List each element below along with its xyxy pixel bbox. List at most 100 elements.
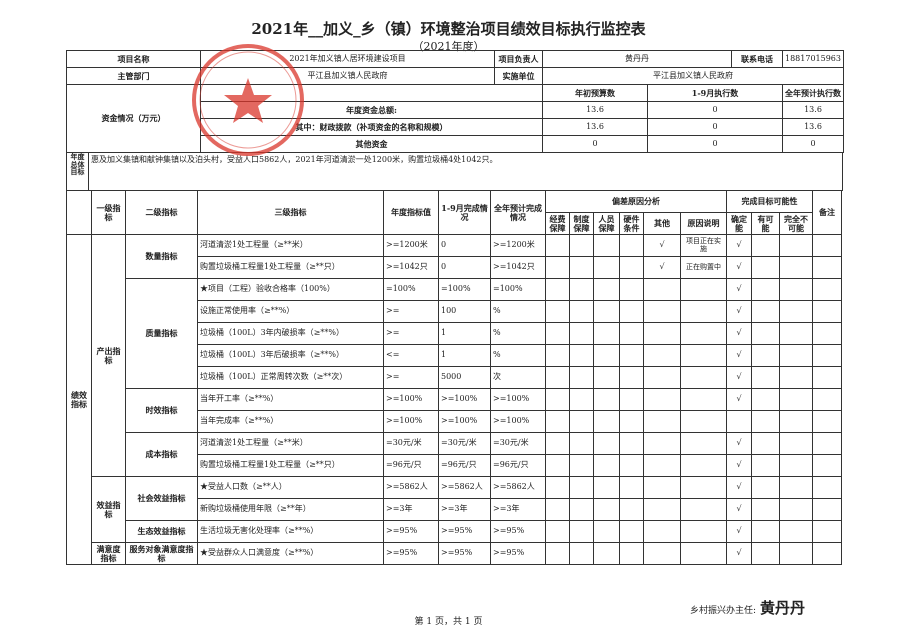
header-deviation: 偏差原因分析 bbox=[544, 190, 728, 213]
forecast-status: 次 bbox=[490, 366, 546, 389]
poss-maybe-cell bbox=[751, 454, 781, 477]
impl-label: 实施单位 bbox=[494, 67, 543, 85]
ytd-status: >=95% bbox=[438, 542, 491, 565]
poss-maybe-cell bbox=[751, 322, 781, 345]
annual-target: >=1042只 bbox=[383, 256, 439, 279]
level2-label: 服务对象满意度指标 bbox=[125, 542, 198, 565]
dev-reason: 正在购置中 bbox=[679, 256, 728, 279]
dept-row: 主管部门 平江县加义镇人民政府 实施单位 平江县加义镇人民政府 bbox=[66, 67, 844, 85]
level2-label: 数量指标 bbox=[125, 234, 198, 279]
dev-system-cell bbox=[569, 234, 594, 257]
dev-other-check bbox=[643, 432, 681, 455]
signature: 黄丹丹 bbox=[760, 599, 806, 617]
dev-other-check: √ bbox=[643, 234, 681, 257]
poss-impossible-cell bbox=[779, 454, 814, 477]
ytd-status: >=3年 bbox=[438, 498, 491, 521]
remark-cell bbox=[812, 476, 843, 499]
poss-sure-check: √ bbox=[726, 366, 753, 389]
level3-name: ★受益人口数（≥**人） bbox=[197, 476, 384, 499]
header-row-1: 一级指标 二级指标 三级指标 年度指标值 1-9月完成情况 全年预计完成情况 偏… bbox=[66, 190, 843, 235]
header-poss-impossible: 完全不可能 bbox=[779, 212, 814, 235]
project-info-table: 项目名称 2021年加义镇人居环境建设项目 项目负责人 黄丹丹 联系电话 188… bbox=[66, 50, 844, 153]
dev-staff-cell bbox=[593, 542, 620, 565]
remark-cell bbox=[812, 366, 843, 389]
poss-impossible-cell bbox=[779, 520, 814, 543]
forecast-status: >=5862人 bbox=[490, 476, 546, 499]
level2-label: 社会效益指标 bbox=[125, 476, 198, 521]
header-dev-staff: 人员保障 bbox=[593, 212, 620, 235]
header-dev-hardware: 硬件条件 bbox=[619, 212, 644, 235]
poss-maybe-cell bbox=[751, 256, 781, 279]
annual-goal-table: 年度总体目标 惠及加义集镇和献钟集镇以及泊头村，受益人口5862人，2021年河… bbox=[66, 152, 843, 191]
level3-name: 垃圾桶（100L）3年后破损率（≥**%） bbox=[197, 344, 384, 367]
dev-reason bbox=[679, 542, 728, 565]
remark-cell bbox=[812, 234, 843, 257]
forecast-status: >=100% bbox=[490, 388, 546, 411]
dev-funding-cell bbox=[545, 432, 570, 455]
annual-target: >=1200米 bbox=[383, 234, 439, 257]
annual-target: >= bbox=[383, 366, 439, 389]
dev-other-check bbox=[643, 278, 681, 301]
forecast-status: >=95% bbox=[490, 520, 546, 543]
level1-label: 效益指标 bbox=[91, 476, 126, 543]
dev-staff-cell bbox=[593, 388, 620, 411]
impl-value: 平江县加义镇人民政府 bbox=[542, 67, 844, 85]
dev-funding-cell bbox=[545, 300, 570, 323]
header-level3: 三级指标 bbox=[197, 190, 384, 235]
poss-maybe-cell bbox=[751, 344, 781, 367]
dev-system-cell bbox=[569, 322, 594, 345]
level3-name: 垃圾桶（100L）正常周转次数（≥**次） bbox=[197, 366, 384, 389]
level3-name: 河道清淤1处工程量（≥**米） bbox=[197, 432, 384, 455]
remark-cell bbox=[812, 498, 843, 521]
dev-staff-cell bbox=[593, 300, 620, 323]
funds-blank bbox=[200, 84, 543, 102]
dev-system-cell bbox=[569, 388, 594, 411]
dev-hardware-cell bbox=[619, 520, 644, 543]
annual-goal-label: 年度总体目标 bbox=[66, 152, 89, 191]
remark-cell bbox=[812, 300, 843, 323]
level1-label: 产出指标 bbox=[91, 234, 126, 477]
level2-label: 成本指标 bbox=[125, 432, 198, 477]
annual-target: >=5862人 bbox=[383, 476, 439, 499]
funds-row-label: 年度资金总额: bbox=[200, 101, 543, 119]
poss-sure-check: √ bbox=[726, 256, 753, 279]
dev-system-cell bbox=[569, 454, 594, 477]
poss-maybe-cell bbox=[751, 234, 781, 257]
remark-cell bbox=[812, 454, 843, 477]
dev-funding-cell bbox=[545, 234, 570, 257]
dev-funding-cell bbox=[545, 454, 570, 477]
dev-reason bbox=[679, 476, 728, 499]
header-row-2: 经费保障 制度保障 人员保障 硬件条件 其他 原因说明 确定能 有可能 完全不可… bbox=[67, 212, 842, 235]
ytd-status: 0 bbox=[438, 234, 491, 257]
header-poss-sure: 确定能 bbox=[726, 212, 753, 235]
header-ytd: 1-9月完成情况 bbox=[438, 190, 491, 235]
ytd-status: 100 bbox=[438, 300, 491, 323]
level3-name: ★受益群众人口满意度（≥**%） bbox=[197, 542, 384, 565]
poss-sure-check: √ bbox=[726, 300, 753, 323]
remark-cell bbox=[812, 542, 843, 565]
header-remark: 备注 bbox=[812, 190, 843, 235]
poss-impossible-cell bbox=[779, 388, 814, 411]
annual-goal-text: 惠及加义集镇和献钟集镇以及泊头村，受益人口5862人，2021年河道清淤一处12… bbox=[88, 152, 843, 191]
dev-system-cell bbox=[569, 300, 594, 323]
dev-reason bbox=[679, 322, 728, 345]
dev-other-check bbox=[643, 454, 681, 477]
header-poss-maybe: 有可能 bbox=[751, 212, 781, 235]
dev-reason bbox=[679, 344, 728, 367]
poss-maybe-cell bbox=[751, 366, 781, 389]
level2-label: 生态效益指标 bbox=[125, 520, 198, 543]
dev-hardware-cell bbox=[619, 322, 644, 345]
dept-value: 平江县加义镇人民政府 bbox=[200, 67, 495, 85]
remark-cell bbox=[812, 322, 843, 345]
remark-cell bbox=[812, 344, 843, 367]
forecast-status: >=1042只 bbox=[490, 256, 546, 279]
level3-name: 生活垃圾无害化处理率（≥**%） bbox=[197, 520, 384, 543]
header-dev-funding: 经费保障 bbox=[545, 212, 570, 235]
poss-sure-check: √ bbox=[726, 278, 753, 301]
dev-staff-cell bbox=[593, 432, 620, 455]
ytd-status: 1 bbox=[438, 322, 491, 345]
funds-value: 0 bbox=[647, 101, 783, 119]
dev-reason bbox=[679, 454, 728, 477]
indicator-row: 绩效指标 产出指标 数量指标 河道清淤1处工程量（≥**米） >=1200米 0 >=120… bbox=[66, 234, 843, 565]
level2-label: 时效指标 bbox=[125, 388, 198, 433]
